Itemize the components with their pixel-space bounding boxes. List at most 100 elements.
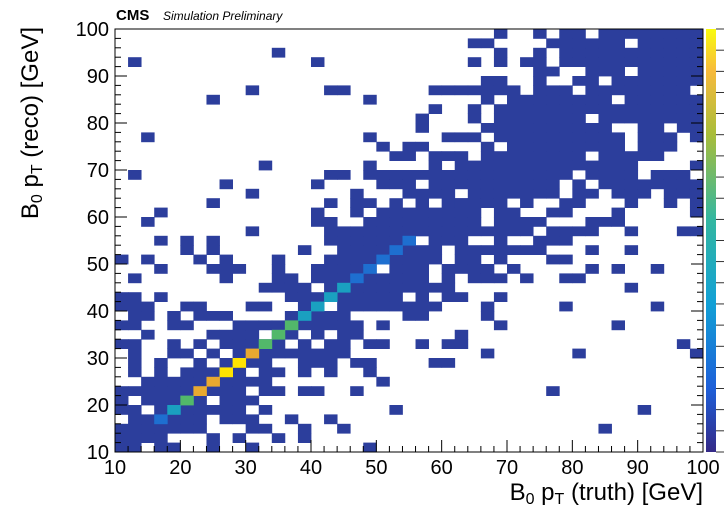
histogram-cell [676,104,691,114]
histogram-cell [650,85,665,96]
histogram-cell [689,132,704,143]
histogram-cell [585,160,599,171]
diagonal-bin [363,264,377,274]
histogram-cell [598,113,612,124]
histogram-cell [493,123,508,133]
histogram-cell [219,179,233,190]
histogram-cell [271,47,286,58]
histogram-cell [258,301,273,312]
histogram-cell [350,282,364,293]
histogram-cell [324,358,338,368]
histogram-cell [572,160,586,171]
histogram-cell [193,414,207,425]
histogram-cell [363,226,377,237]
histogram-cell [154,358,168,368]
cms-label: CMS [116,7,149,24]
histogram-cell [350,254,364,265]
histogram-cell [141,254,155,265]
histogram-cell [585,76,599,86]
histogram-cell [663,179,678,190]
y-tick-label: 50 [87,254,109,276]
histogram-cell [676,57,691,67]
histogram-cell [520,141,534,152]
histogram-cell [676,123,691,133]
histogram-cell [311,348,325,359]
histogram-cell [546,38,560,49]
histogram-cell [245,442,260,453]
histogram-cell [311,217,325,227]
histogram-cell [363,339,377,349]
histogram-cell [415,188,429,199]
histogram-cell [507,85,521,96]
histogram-cell [376,320,390,331]
histogram-cell [324,85,338,96]
histogram-cell [389,264,403,274]
histogram-cell [350,264,364,274]
histogram-cell [311,207,325,218]
histogram-cell [493,113,508,124]
histogram-cell [480,94,495,105]
histogram-cell [454,329,469,340]
x-tick-label: 20 [169,457,191,479]
histogram-cell [219,358,233,368]
histogram-cell [389,254,403,265]
histogram-cell [376,141,390,152]
histogram-cell [167,423,181,434]
histogram-cell [624,85,639,96]
histogram-cell [350,320,364,331]
histogram-cell [676,38,691,49]
histogram-cell [650,151,665,161]
histogram-cell [676,47,691,58]
histogram-cell [415,292,429,302]
histogram-cell [689,123,704,133]
histogram-cell [650,132,665,143]
histogram-cell [598,160,612,171]
histogram-cell [572,132,586,143]
histogram-cell [337,264,351,274]
histogram-cell [480,273,495,284]
histogram-cell [559,273,573,284]
histogram-cell [128,301,142,312]
histogram-cell [389,170,403,180]
histogram-cell [585,104,599,114]
histogram-cell [415,113,429,124]
histogram-cell [271,264,286,274]
histogram-cell [141,423,155,434]
histogram-cell [245,329,260,340]
histogram-cell [585,264,599,274]
histogram-cell [311,320,325,331]
histogram-cell [128,367,142,378]
histogram-cell [115,386,129,396]
histogram-cell [689,76,704,86]
histogram-cell [546,170,560,180]
histogram-cell [454,264,469,274]
histogram-cell [637,405,652,415]
histogram-cell [559,132,573,143]
histogram-cell [454,226,469,237]
histogram-cell [520,188,534,199]
histogram-cell [141,433,155,443]
histogram-cell [585,132,599,143]
histogram-cell [624,198,639,208]
histogram-cell [128,405,142,415]
histogram-cell [154,367,168,378]
histogram-cell [559,85,573,96]
histogram-cell [585,170,599,180]
histogram-cell [454,170,469,180]
histogram-cell [546,104,560,114]
histogram-cell [533,29,547,39]
histogram-cell [480,311,495,321]
y-tick-label: 20 [87,395,109,417]
diagonal-bin [193,386,207,396]
x-axis-ticks: 10 20 30 40 50 60 70 80 90 100 [104,440,720,479]
histogram-cell [663,29,678,39]
histogram-cell [167,395,181,406]
histogram-cell [520,151,534,161]
histogram-cell [324,198,338,208]
diagonal-bin [245,348,260,359]
histogram-cell [480,245,495,255]
histogram-cell [624,29,639,39]
histogram-cell [663,85,678,96]
histogram-cell [337,301,351,312]
histogram-cell [232,405,247,415]
